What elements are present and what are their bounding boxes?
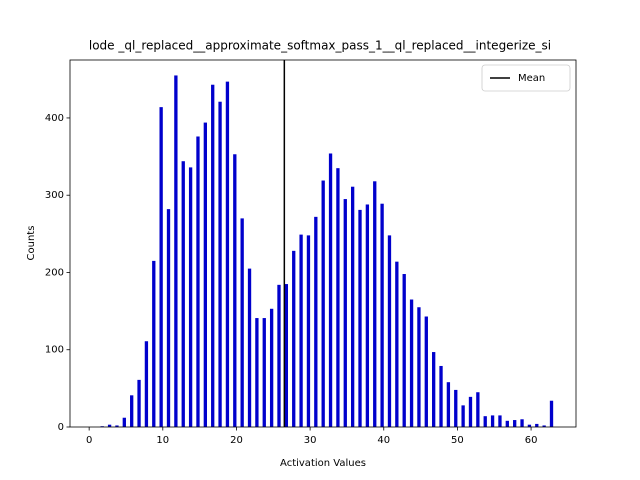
y-tick-label: 200 xyxy=(45,267,64,278)
y-tick-label: 400 xyxy=(45,113,64,124)
bar xyxy=(233,154,237,427)
bar xyxy=(365,204,370,427)
x-tick-label: 0 xyxy=(86,435,92,446)
bar xyxy=(336,168,340,427)
bar xyxy=(549,400,554,427)
bar xyxy=(292,250,296,427)
bar xyxy=(513,420,517,427)
legend-box xyxy=(481,64,571,92)
bar xyxy=(409,299,414,427)
x-tick-label: 10 xyxy=(156,435,169,446)
bar xyxy=(468,396,473,427)
bar xyxy=(159,107,163,427)
bar xyxy=(439,365,443,427)
bar xyxy=(373,181,377,427)
bar xyxy=(328,153,333,428)
bar xyxy=(387,235,392,427)
bar xyxy=(314,216,318,427)
bar xyxy=(380,203,384,427)
bar xyxy=(299,234,303,427)
bar xyxy=(505,420,509,427)
chart-title: lode _ql_replaced__approximate_softmax_p… xyxy=(89,39,551,53)
bar xyxy=(174,75,178,427)
bar xyxy=(490,415,495,427)
bar xyxy=(321,180,325,427)
x-tick-label: 20 xyxy=(230,435,243,446)
bar xyxy=(498,415,502,427)
legend-label: Mean xyxy=(518,73,545,84)
bar xyxy=(166,209,171,427)
bar xyxy=(130,395,134,427)
bar xyxy=(203,122,207,427)
bar xyxy=(402,274,406,427)
bar xyxy=(152,260,156,427)
bar xyxy=(269,308,274,427)
bar xyxy=(277,284,281,427)
bar xyxy=(181,161,185,428)
bar xyxy=(211,84,215,427)
x-tick-label: 50 xyxy=(451,435,464,446)
bar xyxy=(225,81,230,428)
bar xyxy=(417,307,421,427)
bar xyxy=(188,167,193,427)
bar xyxy=(358,209,362,427)
bar xyxy=(527,424,532,427)
bar xyxy=(262,318,266,427)
bar xyxy=(107,424,112,427)
bar xyxy=(284,284,289,427)
bar xyxy=(247,268,252,427)
bar xyxy=(144,341,149,427)
bar xyxy=(476,392,480,427)
x-tick-label: 60 xyxy=(525,435,538,446)
bar xyxy=(432,352,436,427)
y-axis-label: Counts xyxy=(26,226,37,261)
bar xyxy=(196,136,200,427)
axes-frame xyxy=(69,59,577,428)
bar xyxy=(542,425,546,427)
x-axis-label: Activation Values xyxy=(280,458,366,469)
bar xyxy=(454,389,458,427)
bar xyxy=(535,423,539,427)
bar xyxy=(240,218,244,427)
y-tick-label: 100 xyxy=(45,345,64,356)
bar xyxy=(306,235,311,427)
bar xyxy=(424,316,428,427)
bar xyxy=(446,382,451,427)
bar xyxy=(343,199,347,427)
bar xyxy=(483,416,487,427)
bar xyxy=(122,417,126,427)
y-tick-label: 0 xyxy=(58,422,64,433)
y-tick-label: 300 xyxy=(45,190,64,201)
x-tick-label: 30 xyxy=(304,435,317,446)
bar xyxy=(350,186,355,427)
bar xyxy=(395,261,399,427)
bar xyxy=(137,379,141,427)
x-tick-label: 40 xyxy=(377,435,390,446)
bar xyxy=(218,101,222,427)
bar xyxy=(461,405,465,427)
bar xyxy=(115,425,119,427)
bar xyxy=(255,318,259,427)
bar xyxy=(520,419,524,427)
